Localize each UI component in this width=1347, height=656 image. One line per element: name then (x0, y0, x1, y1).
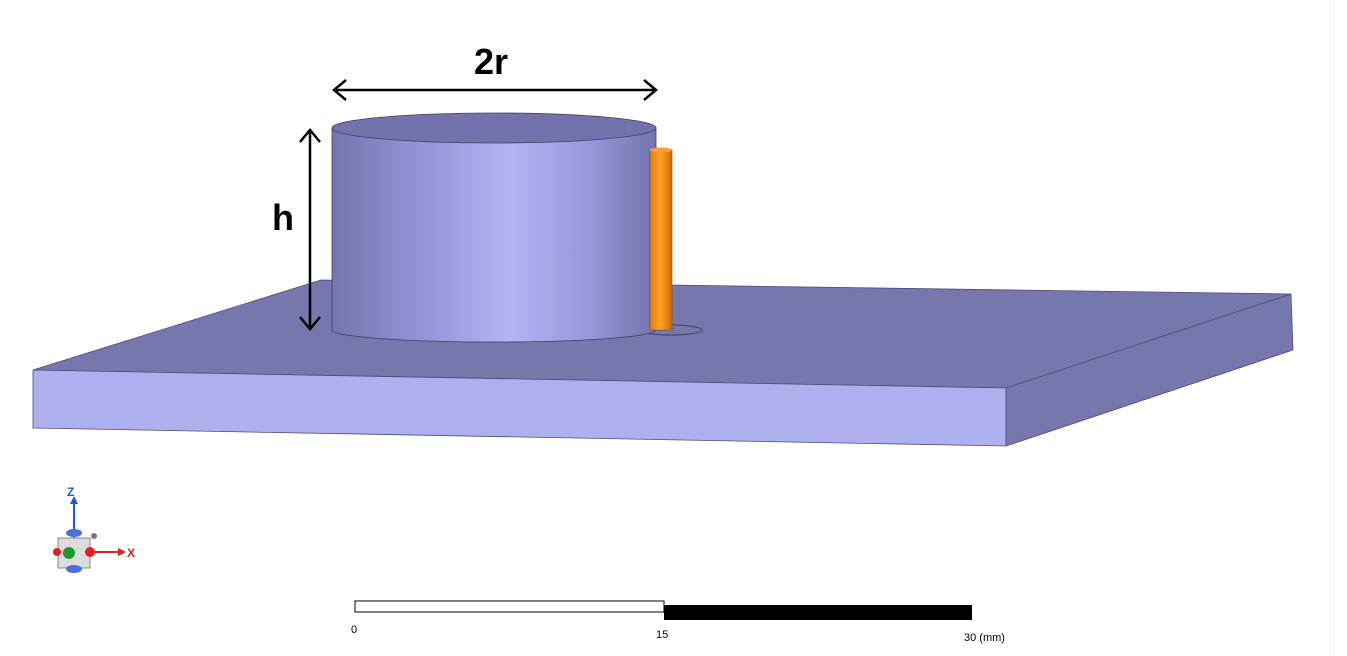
feed-probe (649, 147, 673, 331)
height-label: h (272, 197, 294, 238)
scale-bar (354, 600, 972, 620)
diameter-label: 2r (474, 41, 509, 82)
scale-tick-0: 0 (351, 624, 358, 636)
axis-z-label: Z (67, 485, 75, 499)
probe-top (650, 147, 672, 153)
height-arrow (299, 128, 321, 331)
substrate-side-face (1005, 293, 1294, 447)
diameter-arrow (332, 79, 658, 101)
scale-tick-15: 15 (656, 629, 669, 641)
scale-tick-30: 30 (mm) (964, 632, 1005, 644)
scale-bar-black-segment (664, 605, 972, 620)
axis-triad (53, 496, 126, 573)
viewport-edge (1333, 0, 1334, 656)
cylinder-top (331, 112, 657, 144)
cylindrical-resonator (331, 112, 657, 343)
scale-bar-white-segment (354, 600, 665, 613)
cylinder-body (331, 127, 657, 343)
axis-x-label: X (127, 546, 136, 560)
probe-body (649, 149, 673, 331)
